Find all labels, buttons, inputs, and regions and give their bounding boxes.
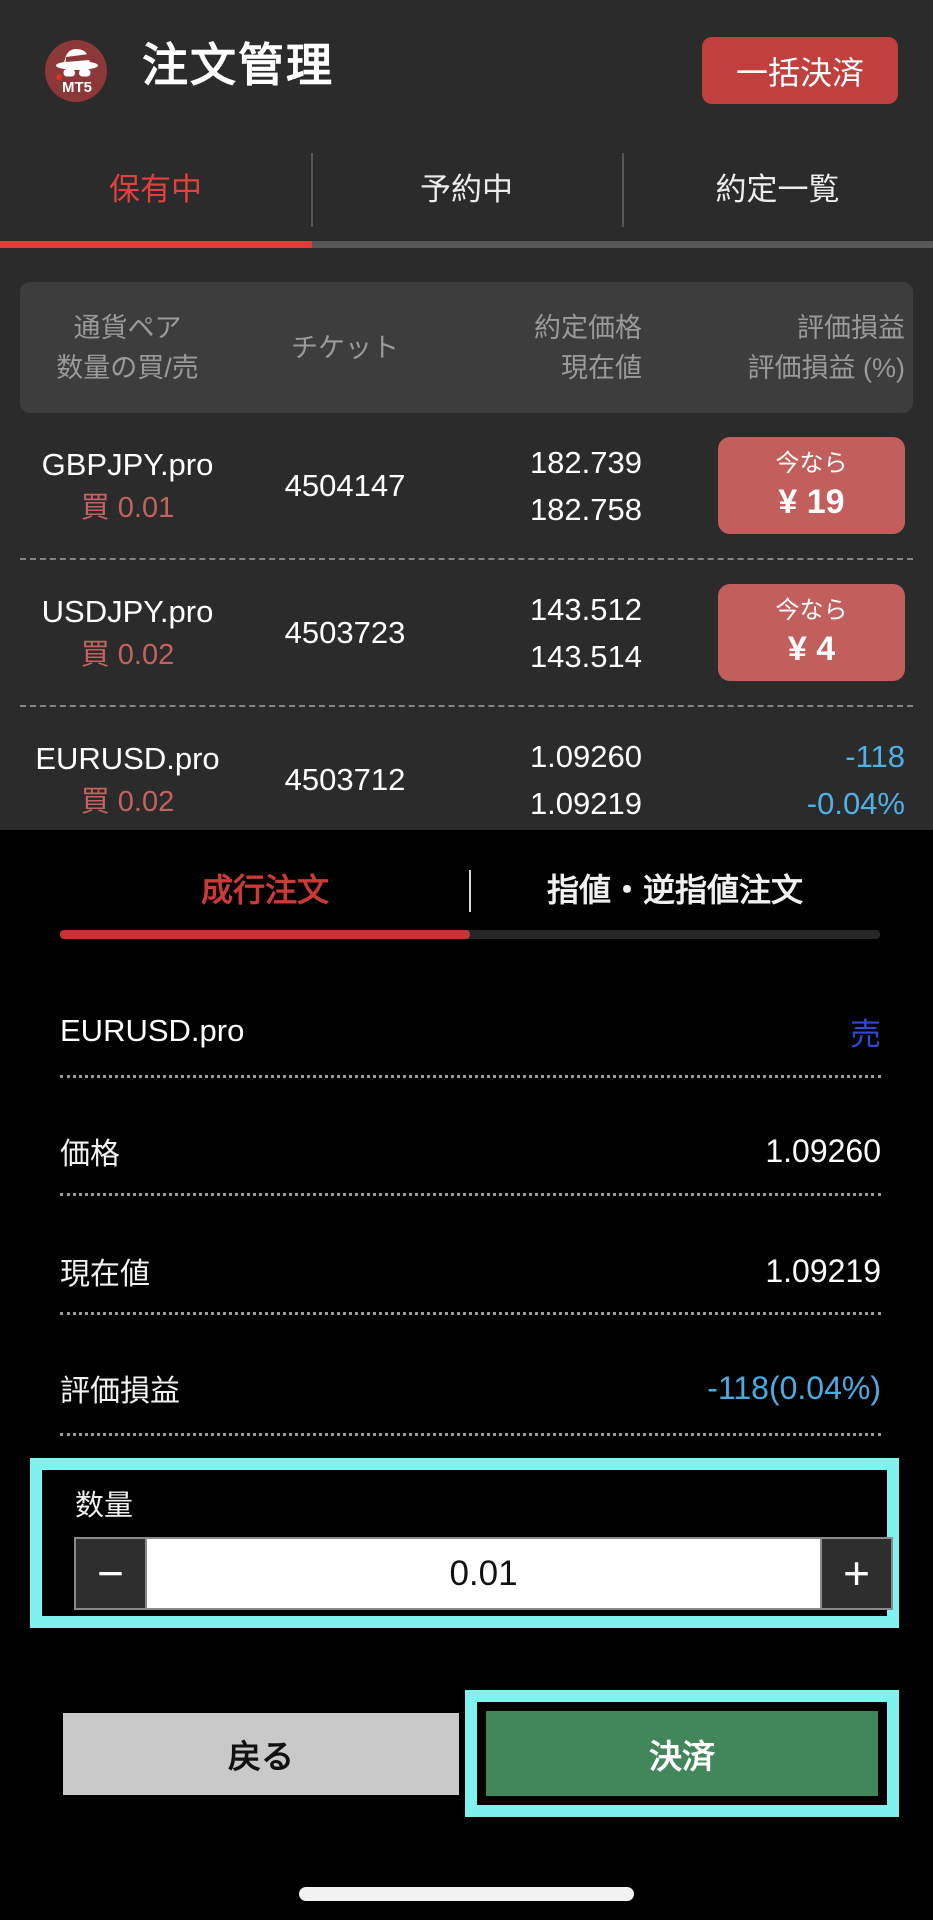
profit-row: 評価損益 -118(0.04%) [60,1358,881,1418]
price-label: 価格 [60,1138,120,1171]
tab-pending[interactable]: 予約中 [420,172,513,207]
header-profit-pct-label: 評価損益 (%) [747,352,906,383]
positions-list: GBPJPY.pro 買 0.01 4504147 182.739 182.75… [20,413,913,852]
header-open-price-label: 約定価格 [534,312,642,343]
tab-market-order[interactable]: 成行注文 [200,872,329,908]
order-panel: 成行注文 指値・逆指値注文 EURUSD.pro 売 価格 1.09260 現在… [0,830,933,1920]
position-ticket: 4503712 [284,761,406,797]
position-side-qty: 買 0.01 [80,491,175,524]
divider [60,1075,881,1078]
table-row[interactable]: EURUSD.pro 買 0.02 4503712 1.09260 1.0921… [20,705,913,852]
quantity-highlight-box: 数量 − + [30,1458,899,1628]
table-row[interactable]: USDJPY.pro 買 0.02 4503723 143.512 143.51… [20,558,913,705]
position-symbol: GBPJPY.pro [41,446,214,482]
close-highlight-box: 決済 [465,1690,899,1817]
quantity-input[interactable] [147,1539,820,1608]
header-qty-label: 数量の買/売 [56,352,199,383]
position-current-price: 143.514 [529,638,642,674]
current-price-label: 現在値 [60,1258,150,1291]
positions-section: MT5 注文管理 一括決済 保有中 予約中 約定一覧 通貨ペア 数量の買/売 チ… [0,0,933,830]
header-current-price-label: 現在値 [561,352,642,383]
profit-value: -118(0.04%) [707,1369,881,1406]
order-type-tab-bar: 成行注文 指値・逆指値注文 [60,857,880,923]
order-tab-divider [469,870,471,912]
mt5-logo-icon: MT5 [44,39,108,103]
page-title: 注文管理 [142,39,334,91]
positions-table-header: 通貨ペア 数量の買/売 チケット 約定価格 現在値 評価損益 評価損益 (%) [20,282,913,413]
profit-label: 評価損益 [60,1375,180,1408]
position-open-price: 143.512 [529,591,642,627]
current-price-row: 現在値 1.09219 [60,1241,881,1301]
top-tab-bar: 保有中 予約中 約定一覧 [0,150,933,230]
position-symbol: USDJPY.pro [41,593,214,629]
home-indicator[interactable] [299,1887,634,1901]
order-side: 売 [850,1016,881,1052]
bulk-close-button[interactable]: 一括決済 [702,37,898,104]
active-order-tab-indicator [60,930,470,939]
order-tab-underline [60,930,880,939]
badge-label: 今なら [775,449,848,477]
position-ticket: 4504147 [284,467,406,503]
tab-history[interactable]: 約定一覧 [715,172,840,207]
current-price-value: 1.09219 [765,1252,881,1289]
quantity-stepper: − + [74,1537,893,1610]
position-side-qty: 買 0.02 [80,638,175,671]
header-profit-label: 評価損益 [797,312,905,343]
close-position-button[interactable]: 決済 [486,1711,878,1796]
svg-text:MT5: MT5 [62,79,92,96]
divider [60,1312,881,1315]
symbol-row: EURUSD.pro 売 [60,1001,881,1061]
position-profit: -118 [845,738,905,774]
active-tab-indicator [0,241,312,248]
tab-holding[interactable]: 保有中 [109,172,202,207]
close-now-badge-button[interactable]: 今なら ¥ 19 [718,437,905,534]
badge-label: 今なら [775,596,848,624]
header-symbol-label: 通貨ペア [73,312,182,343]
tab-divider [622,153,624,227]
quantity-label: 数量 [75,1490,134,1522]
position-profit-pct: -0.04% [806,785,905,821]
quantity-minus-button[interactable]: − [76,1539,147,1608]
close-now-badge-button[interactable]: 今なら ¥ 4 [718,584,905,681]
position-side-qty: 買 0.02 [80,785,175,818]
price-value: 1.09260 [765,1132,881,1169]
price-row: 価格 1.09260 [60,1121,881,1181]
position-current-price: 1.09219 [529,785,642,821]
position-ticket: 4503723 [284,614,406,650]
tab-limit-stop-order[interactable]: 指値・逆指値注文 [546,872,803,908]
order-symbol: EURUSD.pro [60,1013,245,1048]
back-button[interactable]: 戻る [63,1713,459,1795]
position-current-price: 182.758 [529,491,642,527]
tab-divider [311,153,313,227]
table-row[interactable]: GBPJPY.pro 買 0.01 4504147 182.739 182.75… [20,413,913,558]
badge-profit-value: ¥ 4 [787,629,836,668]
badge-profit-value: ¥ 19 [778,482,845,521]
divider [60,1193,881,1196]
tab-underline [0,241,933,248]
position-open-price: 182.739 [529,444,642,480]
quantity-plus-button[interactable]: + [820,1539,891,1608]
header-ticket-label: チケット [291,332,399,363]
divider [60,1433,881,1436]
position-open-price: 1.09260 [529,738,642,774]
position-symbol: EURUSD.pro [35,740,220,776]
